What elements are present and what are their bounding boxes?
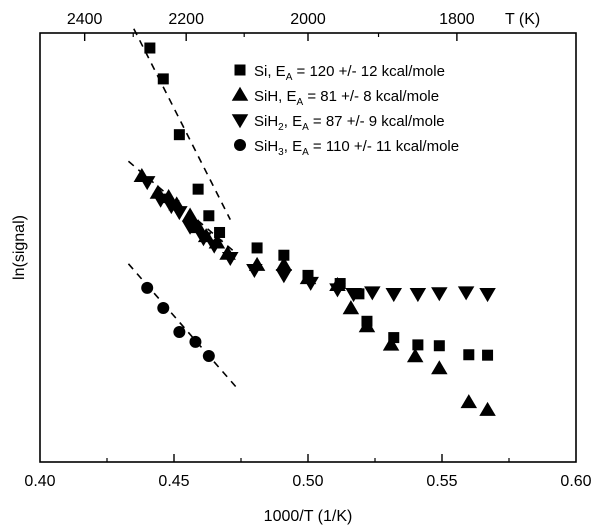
square-point (463, 349, 475, 361)
square-point (157, 73, 169, 85)
axis-ticks: 0.40 0.45 0.50 0.55 0.60 2400 2200 2000 1800 T (K… (11, 11, 592, 525)
triangle-down-point (222, 252, 239, 267)
x-tick-label: 0.55 (426, 473, 457, 490)
x-tick-label: 0.50 (292, 473, 323, 490)
legend-label: SiH3, EA = 110 +/- 11 kcal/mole (254, 138, 459, 158)
square-point (353, 288, 365, 300)
x-axis-title: 1000/T (1/K) (264, 508, 353, 525)
triangle-down-point (138, 176, 156, 191)
triangle-down-point (457, 286, 475, 301)
square-point (144, 42, 156, 54)
square-point (214, 226, 226, 238)
data-markers (133, 42, 496, 416)
fit-line (133, 28, 231, 220)
circle-point (141, 281, 154, 294)
triangle-down-point (364, 286, 381, 301)
legend-marker-triangle-down (231, 114, 249, 129)
triangle-down-point (171, 206, 188, 221)
legend-label: Si, EA = 120 +/- 12 kcal/mole (254, 63, 445, 83)
triangle-down-point (195, 232, 212, 247)
square-point (388, 332, 400, 344)
fit-line (127, 263, 237, 388)
triangle-down-point (409, 288, 427, 303)
triangle-down-point (431, 287, 448, 302)
triangle-up-point (460, 394, 478, 409)
triangle-up-point (431, 360, 448, 375)
x-tick-label: 0.60 (560, 473, 591, 490)
legend-marker-circle (234, 139, 246, 151)
legend-label: SiH2, EA = 87 +/- 9 kcal/mole (254, 113, 445, 133)
triangle-up-point (406, 348, 424, 363)
x-tick-label: 0.45 (158, 473, 189, 490)
triangle-down-point (181, 220, 199, 235)
circle-point (173, 326, 186, 339)
triangle-down-point (205, 239, 223, 254)
triangle-up-point (342, 300, 360, 315)
x-tick-label: 0.40 (24, 473, 55, 490)
y-axis-title: ln(signal) (11, 215, 28, 280)
square-point (192, 183, 204, 195)
triangle-down-point (329, 283, 346, 298)
triangle-down-point (246, 264, 263, 279)
square-point (482, 349, 494, 361)
x2-tick-label: 2000 (290, 11, 326, 28)
legend-marker-square (234, 64, 246, 76)
circle-point (189, 335, 202, 348)
triangle-up-point (358, 318, 376, 333)
circle-point (157, 301, 170, 314)
x2-axis-title: T (K) (505, 11, 540, 28)
x2-tick-label: 1800 (439, 11, 475, 28)
x2-tick-label: 2400 (67, 11, 103, 28)
triangle-up-point (382, 336, 400, 351)
square-point (278, 249, 290, 261)
square-point (412, 339, 424, 351)
square-point (203, 210, 215, 222)
square-point (251, 242, 263, 254)
square-point (173, 129, 185, 141)
triangle-up-point (189, 219, 207, 234)
triangle-down-point (275, 269, 293, 284)
x2-tick-label: 2200 (168, 11, 204, 28)
legend: Si, EA = 120 +/- 12 kcal/mole SiH, EA = 8… (231, 63, 459, 158)
triangle-down-point (345, 288, 362, 303)
triangle-down-point (163, 200, 180, 215)
circle-point (202, 350, 215, 363)
legend-marker-triangle-up (231, 86, 249, 101)
triangle-up-point (181, 207, 199, 222)
legend-label: SiH, EA = 81 +/- 8 kcal/mole (254, 88, 439, 108)
triangle-down-point (302, 276, 319, 291)
triangle-up-point (479, 401, 496, 416)
triangle-down-point (385, 288, 403, 303)
triangle-down-point (479, 288, 496, 303)
triangle-up-point (275, 256, 293, 271)
triangle-down-point (152, 193, 169, 208)
square-point (433, 340, 445, 352)
